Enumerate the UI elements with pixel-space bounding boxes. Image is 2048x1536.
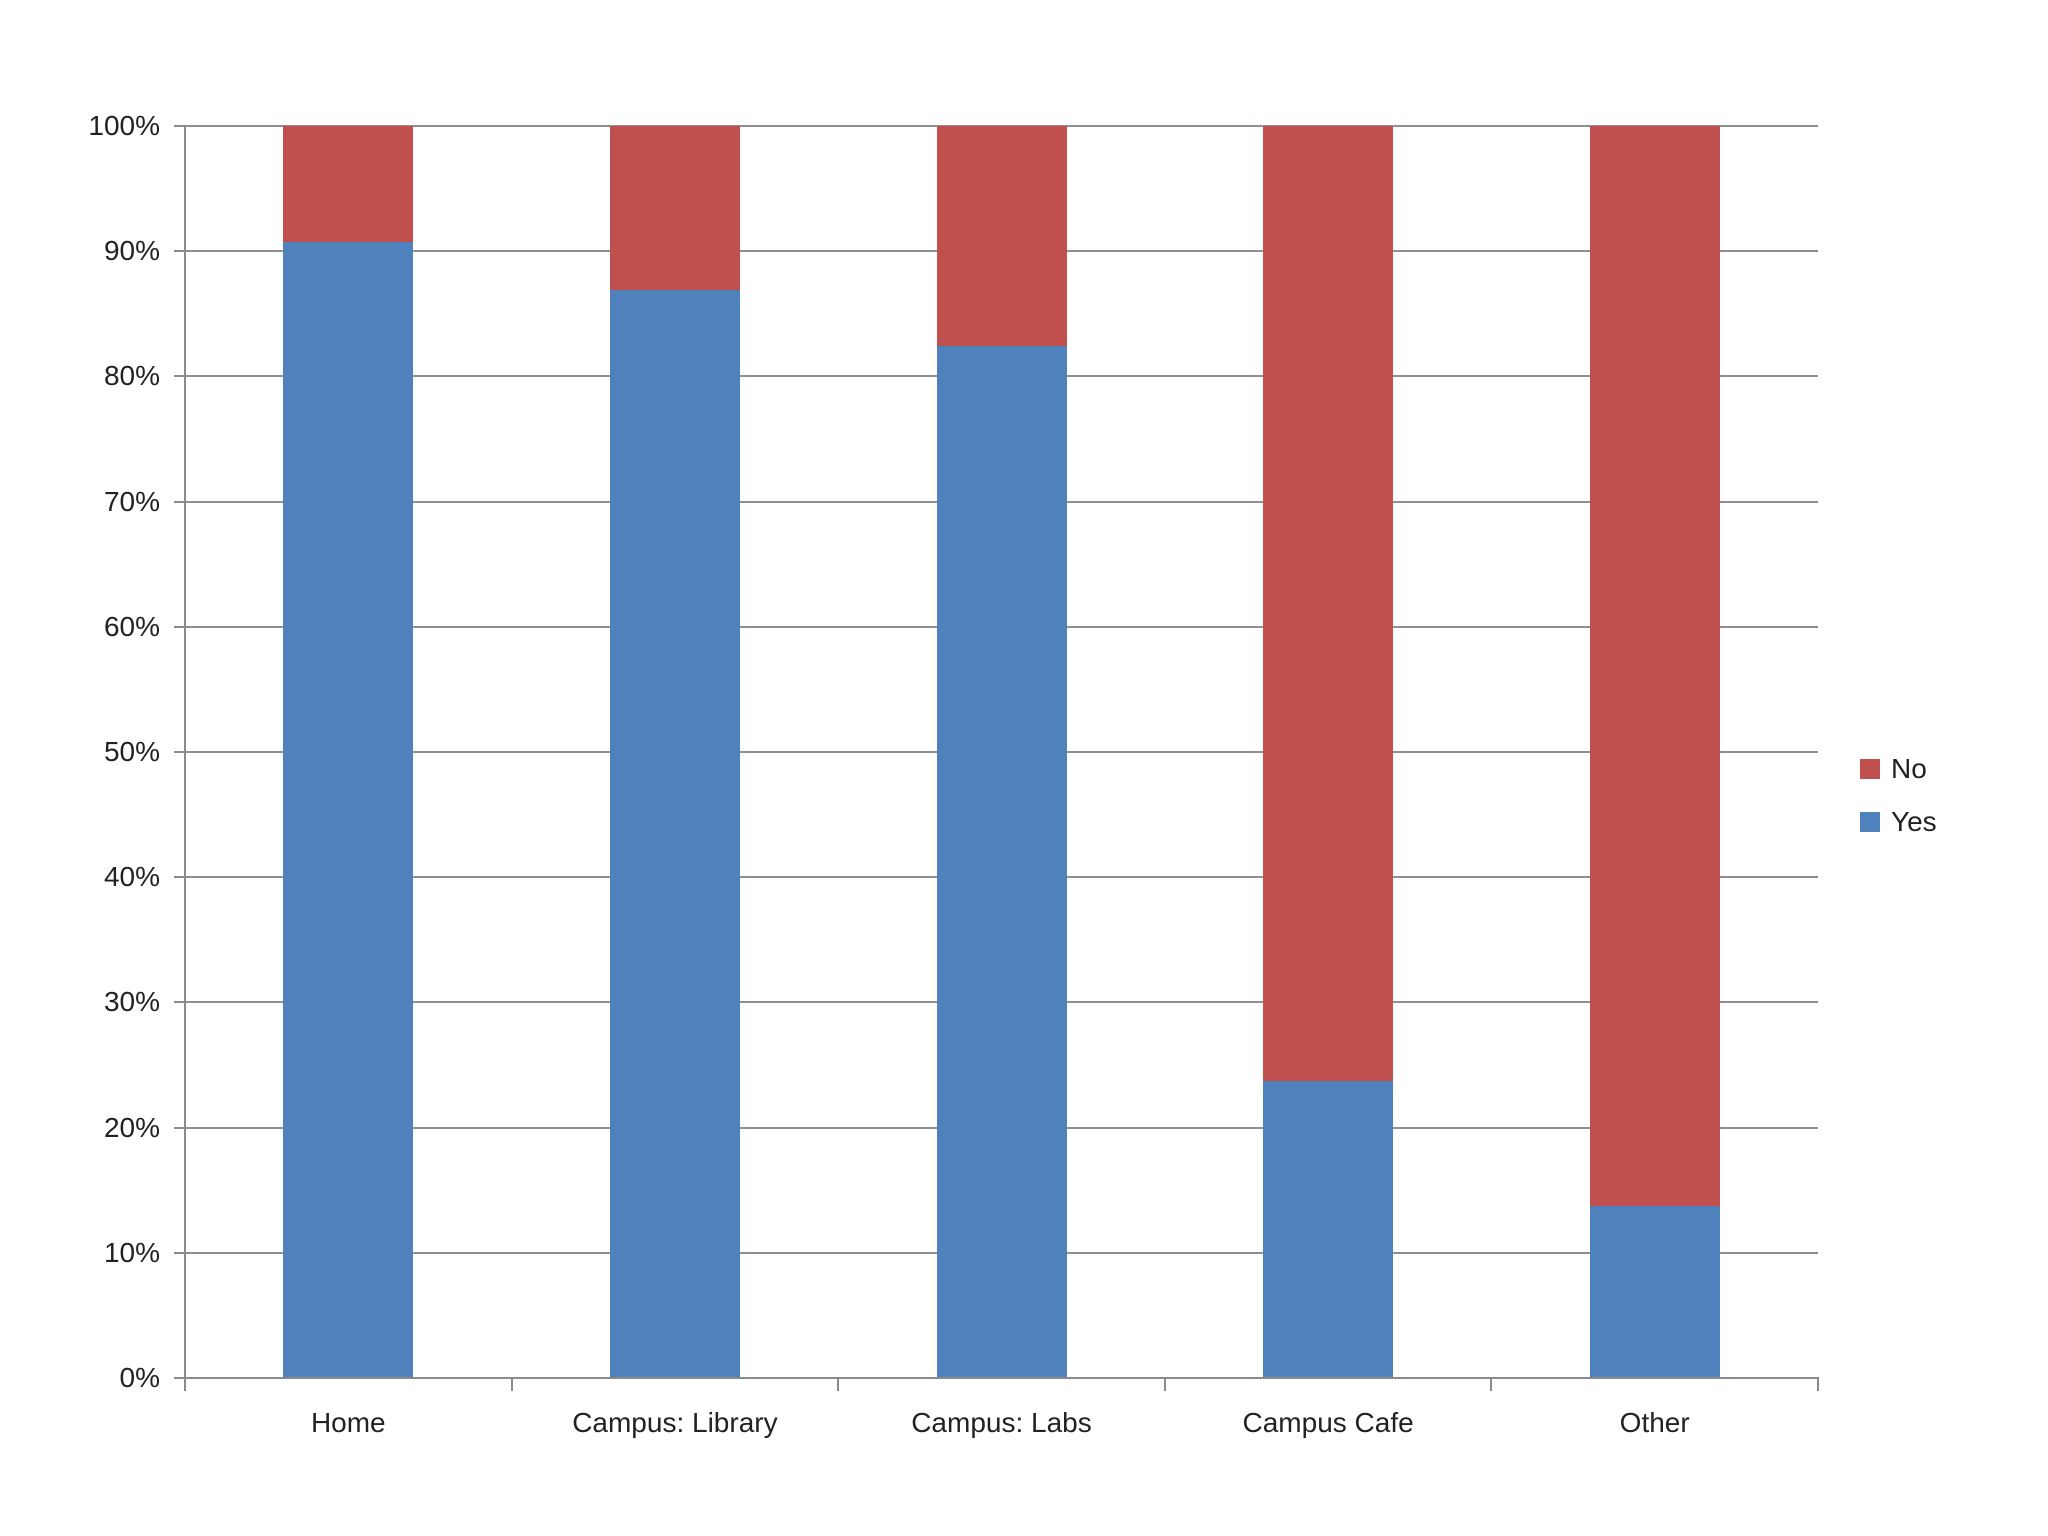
bar-segment-yes-2 bbox=[609, 290, 740, 1378]
legend-swatch-yes bbox=[1860, 811, 1880, 832]
y-tick-mark bbox=[174, 1126, 185, 1129]
legend-item-no: No bbox=[1860, 742, 1937, 795]
y-tick-mark bbox=[174, 375, 185, 378]
y-tick-mark bbox=[174, 876, 185, 879]
legend-swatch-no bbox=[1860, 758, 1880, 779]
legend-label-yes: Yes bbox=[1891, 805, 1937, 837]
bar-segment-yes-3 bbox=[936, 346, 1067, 1378]
plot-area bbox=[174, 125, 1819, 1391]
legend-item-yes: Yes bbox=[1860, 795, 1937, 848]
bar-segment-yes-1 bbox=[283, 242, 414, 1378]
x-tick-mark bbox=[837, 1378, 840, 1391]
y-tick-label: 10% bbox=[103, 1236, 160, 1268]
y-tick-label: 20% bbox=[103, 1111, 160, 1143]
y-tick-label: 70% bbox=[103, 485, 160, 517]
bar-segment-yes-5 bbox=[1589, 1206, 1720, 1378]
bar-segment-no-4 bbox=[1263, 126, 1394, 1082]
y-tick-mark bbox=[174, 250, 185, 253]
y-tick-label: 40% bbox=[103, 861, 160, 893]
x-category-label: Home bbox=[310, 1407, 386, 1438]
y-tick-mark bbox=[174, 751, 185, 753]
x-tick-mark bbox=[1163, 1378, 1166, 1391]
x-category-label: Other bbox=[1619, 1407, 1690, 1438]
bar-segment-no-5 bbox=[1589, 126, 1720, 1207]
y-tick-mark bbox=[174, 1251, 185, 1254]
y-tick-label: 90% bbox=[103, 235, 160, 267]
bar-segment-no-3 bbox=[936, 126, 1067, 347]
y-tick-mark bbox=[174, 625, 185, 628]
legend: No Yes bbox=[1860, 742, 1937, 848]
y-tick-label: 50% bbox=[103, 736, 160, 767]
x-category-label: Campus: Library bbox=[572, 1407, 778, 1438]
x-category-label: Campus: Labs bbox=[911, 1407, 1092, 1438]
x-tick-mark bbox=[184, 1378, 186, 1391]
bar-segment-no-1 bbox=[283, 126, 414, 243]
y-axis-line bbox=[184, 126, 186, 1378]
legend-label-no: No bbox=[1891, 752, 1927, 784]
x-tick-mark bbox=[510, 1378, 513, 1391]
bar-segment-yes-4 bbox=[1263, 1081, 1394, 1378]
y-tick-label: 80% bbox=[103, 360, 160, 392]
y-tick-label: 30% bbox=[103, 986, 160, 1018]
y-tick-label: 100% bbox=[88, 110, 160, 141]
x-tick-mark bbox=[1817, 1378, 1819, 1391]
y-tick-mark bbox=[174, 125, 185, 127]
y-tick-mark bbox=[174, 500, 185, 503]
x-axis-line bbox=[184, 1377, 1819, 1379]
y-tick-mark bbox=[174, 1001, 185, 1004]
y-tick-label: 60% bbox=[103, 610, 160, 642]
bar-segment-no-2 bbox=[609, 126, 740, 290]
y-tick-mark bbox=[174, 1377, 185, 1379]
x-category-label: Campus Cafe bbox=[1242, 1407, 1414, 1438]
x-tick-mark bbox=[1490, 1378, 1493, 1391]
y-tick-label: 0% bbox=[119, 1362, 160, 1393]
